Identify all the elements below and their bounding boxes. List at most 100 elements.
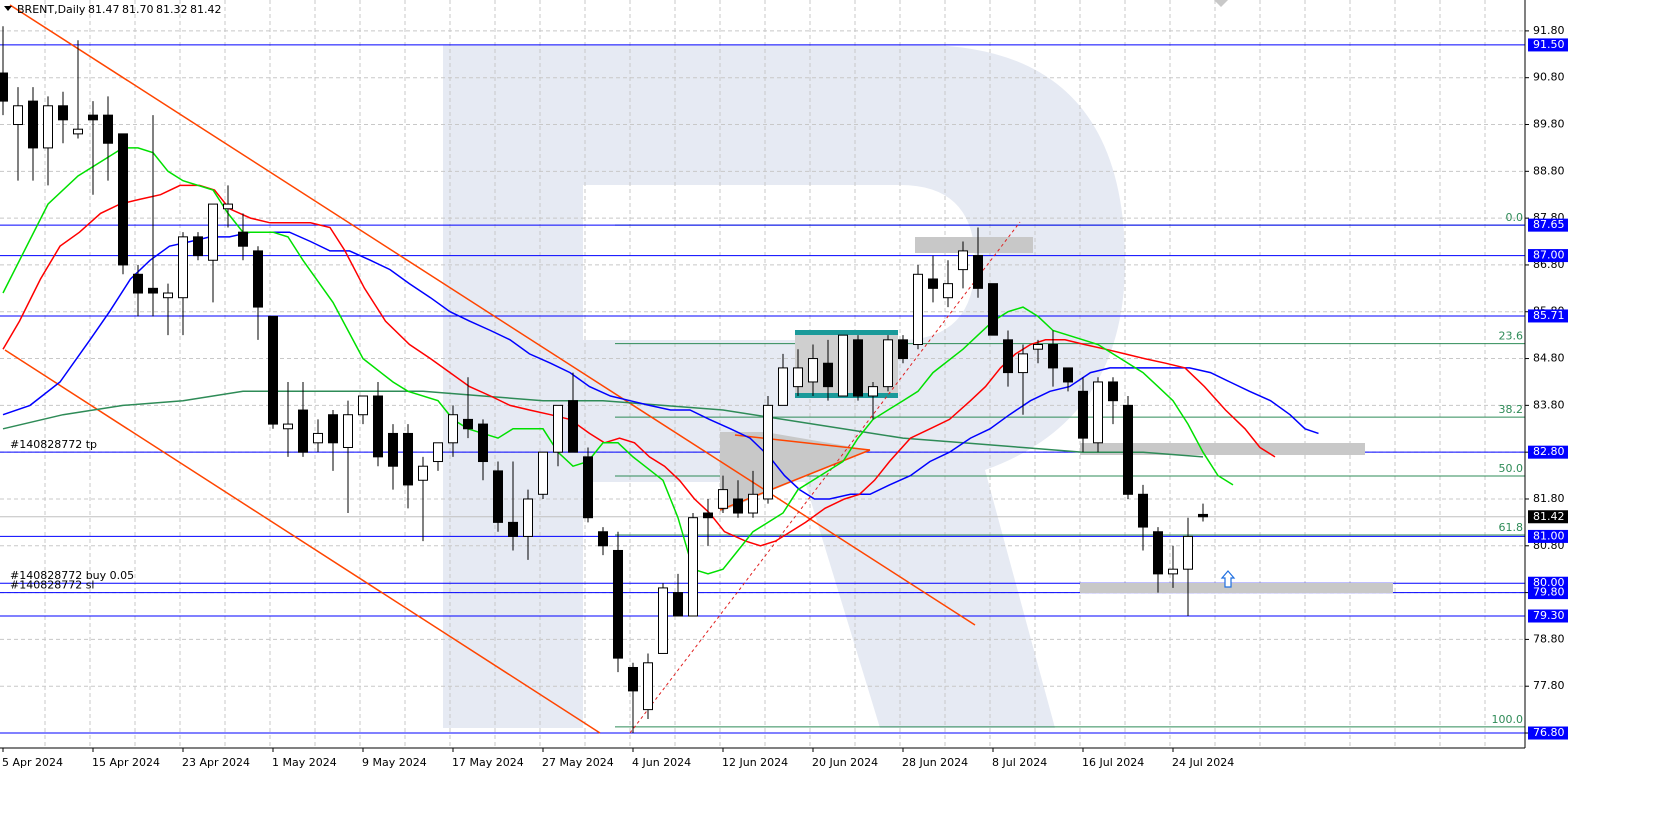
candle-body	[1198, 513, 1208, 518]
fib-label: 0.0	[1506, 211, 1524, 224]
candle-body	[823, 362, 833, 388]
candle-body	[898, 339, 908, 360]
level-price-label: 87.00	[1533, 249, 1565, 262]
order-note: #140828772 sl	[10, 579, 95, 592]
candles	[0, 26, 1208, 734]
candle-body	[13, 105, 23, 126]
level-price-box	[1528, 586, 1568, 600]
candle-body	[223, 203, 233, 210]
candle-body	[913, 273, 923, 346]
candle-body	[43, 105, 53, 149]
candle-body	[208, 203, 218, 261]
candle-body	[88, 114, 98, 121]
candle-body	[793, 367, 803, 388]
level-price-label: 79.30	[1533, 609, 1565, 622]
marker	[1214, 0, 1228, 7]
levels: 0.0 23.6 38.2 50.0 61.8 100.0 #140828772 tp #14…	[0, 44, 1525, 734]
level-price-label: 82.80	[1533, 445, 1565, 458]
candle-body	[118, 133, 128, 266]
x-tick-label: 20 Jun 2024	[812, 756, 878, 769]
range-top	[795, 330, 898, 335]
x-tick-label: 28 Jun 2024	[902, 756, 968, 769]
candle-body	[433, 442, 443, 463]
level-price-label: 80.00	[1533, 576, 1565, 589]
y-tick-label: 89.80	[1533, 118, 1565, 131]
channel-line	[9, 4, 976, 626]
current-price-box	[1528, 510, 1568, 524]
y-tick-label: 83.80	[1533, 398, 1565, 411]
level-price-label: 87.65	[1533, 218, 1565, 231]
candle-body	[973, 255, 983, 289]
open-value: 81.47	[88, 3, 120, 16]
fib-label: 61.8	[1499, 521, 1524, 534]
candle-body	[268, 315, 278, 425]
candle-body	[1108, 381, 1118, 402]
level-price-box	[1528, 609, 1568, 623]
zone	[1080, 583, 1393, 593]
moving-averages	[2, 147, 1319, 575]
candle-body	[538, 451, 548, 495]
candle-body	[28, 100, 38, 149]
candle-body	[868, 386, 878, 397]
zone	[915, 237, 1033, 253]
candle-body	[1018, 353, 1028, 374]
candle-body	[703, 512, 713, 519]
candle-body	[1138, 493, 1148, 528]
level-price-box	[1528, 726, 1568, 740]
level-price-label: 81.00	[1533, 529, 1565, 542]
fib-label: 38.2	[1499, 403, 1524, 416]
candle-body	[838, 334, 848, 397]
candle-body	[853, 339, 863, 397]
x-tick-label: 23 Apr 2024	[182, 756, 250, 769]
candle-body	[1048, 344, 1058, 369]
x-tick-label: 4 Jun 2024	[632, 756, 691, 769]
x-tick-label: 27 May 2024	[542, 756, 614, 769]
x-tick-label: 15 Apr 2024	[92, 756, 160, 769]
high-value: 81.70	[122, 3, 154, 16]
candle-body	[523, 498, 533, 537]
zone	[1080, 443, 1365, 455]
candle-body	[943, 283, 953, 299]
candle-body	[1003, 339, 1013, 374]
menu-arrow	[4, 6, 12, 11]
candle-body	[1183, 535, 1193, 570]
level-price-label: 76.80	[1533, 726, 1565, 739]
x-tick-label: 24 Jul 2024	[1172, 756, 1234, 769]
y-tick-label: 81.80	[1533, 492, 1565, 505]
candle-body	[763, 404, 773, 500]
buy-arrow	[1220, 570, 1236, 588]
candle-body	[1078, 390, 1088, 439]
low-value: 81.32	[156, 3, 188, 16]
x-tick-label: 9 May 2024	[362, 756, 427, 769]
candle-body	[988, 283, 998, 336]
candle-body	[388, 432, 398, 467]
level-price-box	[1528, 309, 1568, 323]
time-axis-bg	[0, 748, 1525, 827]
level-price-box	[1528, 529, 1568, 543]
candle-body	[808, 358, 818, 383]
x-tick-label: 16 Jul 2024	[1082, 756, 1144, 769]
moving-average	[2, 390, 1204, 458]
y-tick-label: 78.80	[1533, 632, 1565, 645]
candle-body	[613, 549, 623, 659]
level-price-box	[1528, 38, 1568, 52]
grid	[0, 0, 1525, 748]
candle-body	[163, 292, 173, 299]
candle-body	[673, 592, 683, 617]
candle-body	[688, 517, 698, 617]
x-tick-label: 1 May 2024	[272, 756, 337, 769]
candle-body	[283, 423, 293, 430]
x-tick-label: 5 Apr 2024	[2, 756, 63, 769]
close-value: 81.42	[190, 3, 222, 16]
candle-body	[463, 418, 473, 430]
y-tick-label: 84.80	[1533, 352, 1565, 365]
candle-body	[73, 128, 83, 135]
candle-body	[178, 236, 188, 299]
candle-body	[883, 339, 893, 388]
candle-body	[1033, 344, 1043, 350]
candle-body	[148, 287, 158, 294]
candle-body	[1093, 381, 1103, 444]
level-price-box	[1528, 445, 1568, 459]
